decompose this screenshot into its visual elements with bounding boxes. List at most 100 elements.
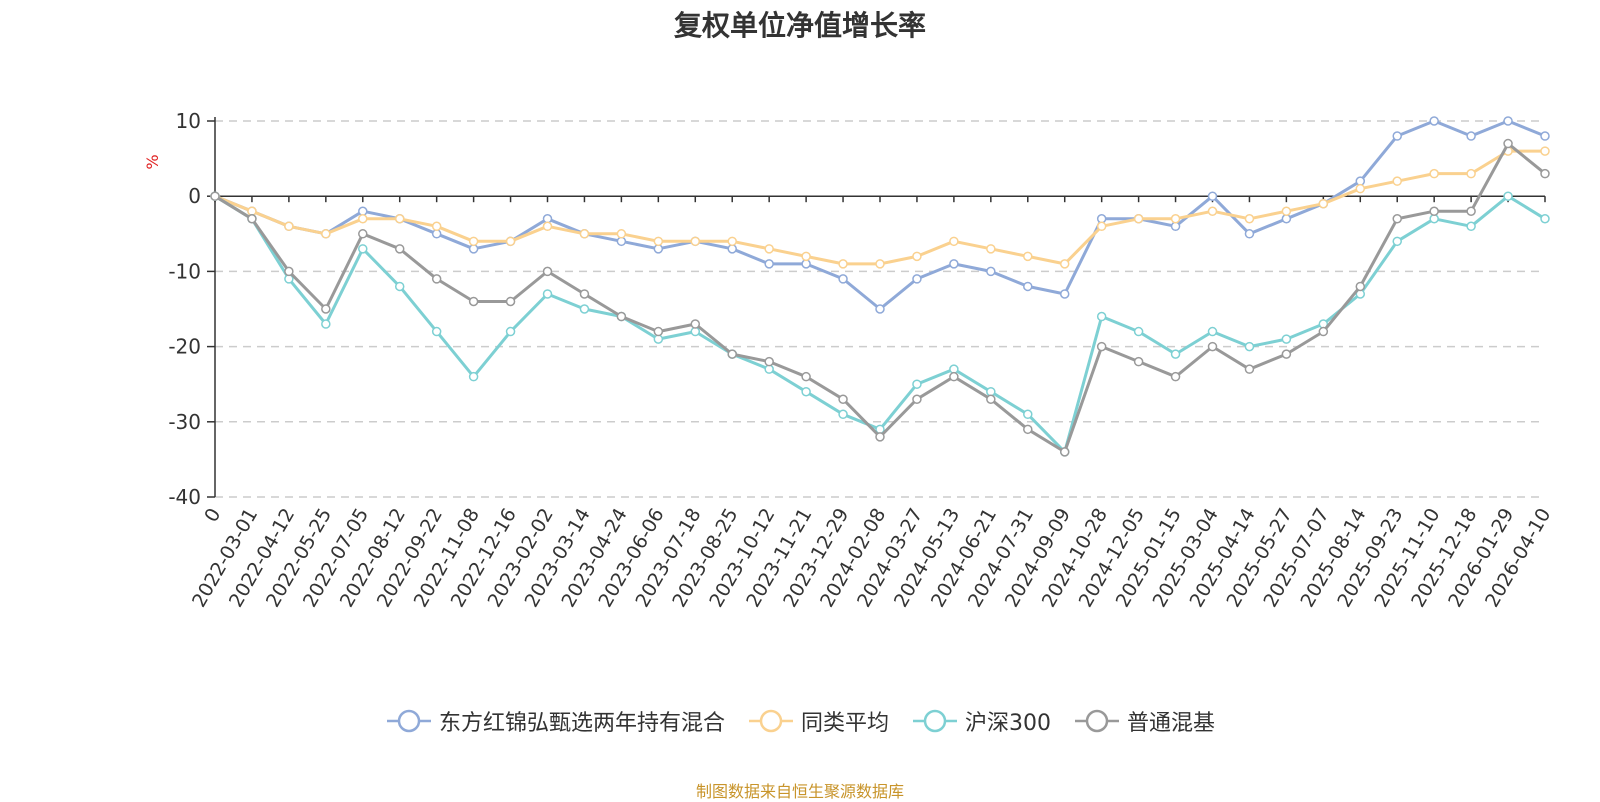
legend-label: 东方红锦弘甄选两年持有混合 [438, 711, 725, 736]
series-point [1392, 176, 1402, 186]
series-point [801, 371, 811, 382]
legend-swatch-icon [1075, 709, 1119, 733]
legend-label: 同类平均 [800, 711, 889, 736]
series-point [1540, 131, 1550, 141]
series-point [838, 274, 848, 284]
series-point [949, 371, 959, 382]
series-point [1392, 131, 1402, 141]
series-point [1023, 281, 1033, 292]
series-point [542, 266, 553, 277]
series-point [764, 259, 774, 269]
legend-item[interactable]: 东方红锦弘甄选两年持有混合 [385, 705, 725, 737]
series-point [1355, 281, 1366, 292]
series-point [1023, 424, 1033, 435]
series-point [1059, 259, 1070, 269]
series-point [579, 229, 590, 239]
series-point [616, 229, 627, 239]
legend-item[interactable]: 普通混基 [1073, 705, 1215, 737]
legend-label: 普通混基 [1127, 711, 1216, 736]
series-point [579, 304, 590, 314]
y-axis-unit: % [143, 154, 162, 169]
series-point [1244, 229, 1255, 239]
series-point [1503, 191, 1513, 201]
series-point [1466, 221, 1476, 232]
series-point [1281, 349, 1292, 359]
series-point [1466, 131, 1476, 141]
series-point [1096, 221, 1107, 232]
series-point [321, 304, 331, 314]
series-point [321, 319, 331, 329]
series-point [431, 221, 442, 232]
series-point [764, 244, 774, 254]
series-point [1540, 168, 1550, 179]
series-point [875, 432, 885, 442]
series-line [214, 149, 1545, 266]
series-point [1540, 146, 1550, 156]
series-point [1318, 198, 1329, 209]
series-point [838, 409, 848, 420]
series-line [214, 194, 1546, 454]
y-tick-label: 0 [188, 184, 201, 208]
legend-swatch-icon [386, 709, 431, 733]
series-point [1244, 364, 1255, 374]
series-point [1059, 447, 1070, 457]
series-point [653, 236, 664, 247]
series-point [1207, 191, 1218, 201]
series-point [838, 259, 848, 269]
legend-label: 沪深300 [965, 711, 1051, 736]
series-group [210, 191, 1550, 457]
series-point [949, 259, 959, 269]
series-point [875, 259, 885, 269]
series-point [394, 281, 405, 292]
series-point [1059, 289, 1070, 299]
series-point [1207, 326, 1218, 337]
series-point [321, 229, 331, 239]
series-point [394, 244, 405, 254]
x-tick-label: 0 [200, 505, 225, 526]
series-point [986, 394, 996, 404]
line-chart: 100-10-20-30-4002022-03-012022-04-122022… [143, 109, 1555, 611]
series-point [1170, 214, 1181, 224]
series-point [1244, 341, 1255, 352]
series-point [801, 386, 811, 397]
series-point [1466, 206, 1476, 216]
series-point [1170, 349, 1181, 359]
legend-item[interactable]: 沪深300 [911, 705, 1051, 737]
series-group [210, 138, 1550, 457]
series-point [284, 266, 294, 277]
series-point [505, 236, 516, 247]
series-point [579, 289, 590, 299]
series-group [210, 116, 1550, 314]
series-point [1392, 214, 1402, 224]
series-point [247, 214, 257, 224]
series-point [1207, 206, 1218, 216]
series-point [1244, 214, 1255, 224]
series-point [1503, 116, 1513, 126]
series-point [1133, 214, 1144, 224]
series-point [468, 371, 479, 382]
legend: 东方红锦弘甄选两年持有混合 同类平均 沪深300 普通混基 [0, 705, 1600, 737]
series-point [1392, 236, 1402, 247]
series-line [214, 119, 1546, 311]
series-point [431, 274, 442, 284]
series-point [1207, 341, 1218, 352]
source-note: 制图数据来自恒生聚源数据库 [695, 782, 904, 801]
series-point [1503, 138, 1513, 149]
y-tick-label: -10 [168, 259, 201, 283]
series-point [505, 326, 516, 337]
series-point [1318, 326, 1329, 337]
legend-item[interactable]: 同类平均 [747, 705, 889, 737]
series-point [875, 304, 885, 314]
series-point [1170, 371, 1181, 382]
series-point [986, 266, 996, 277]
legend-swatch-icon [913, 709, 957, 733]
legend-swatch-icon [748, 709, 793, 733]
series-point [358, 214, 368, 224]
series-point [912, 379, 922, 389]
series-point [1133, 326, 1144, 337]
series-layer [210, 116, 1550, 457]
series-point [210, 191, 220, 201]
series-point [1281, 334, 1292, 344]
series-point [1096, 341, 1107, 352]
series-point [690, 319, 701, 329]
